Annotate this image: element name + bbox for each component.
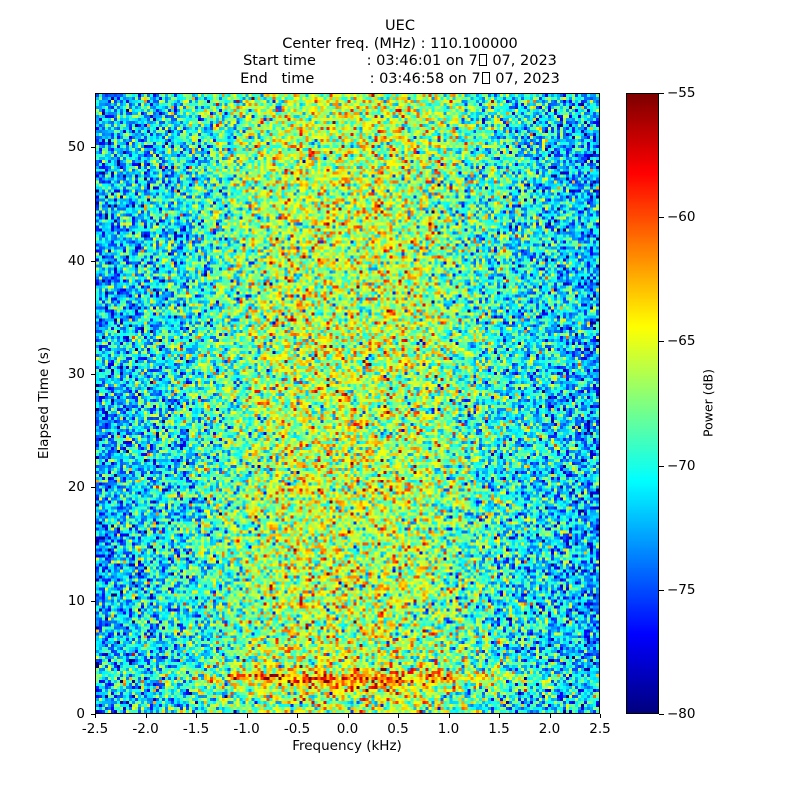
colorbar-tick-mark bbox=[659, 93, 664, 94]
colorbar-tick-mark bbox=[659, 465, 664, 467]
y-tick-mark bbox=[91, 374, 95, 376]
y-tick-mark bbox=[91, 260, 95, 262]
colorbar-tick-mark bbox=[659, 589, 664, 591]
y-axis-title: Elapsed Time (s) bbox=[36, 346, 52, 460]
figure-title-block: UEC Center freq. (MHz) : 110.100000 Star… bbox=[0, 18, 800, 88]
end-time-date-tail: 07, 2023 bbox=[490, 70, 560, 87]
x-tick-label: -0.5 bbox=[283, 721, 311, 737]
x-tick-mark bbox=[196, 714, 197, 718]
y-tick-label: 0 bbox=[76, 706, 85, 722]
x-tick-mark bbox=[549, 714, 551, 718]
colorbar-tick-label: −60 bbox=[667, 209, 696, 226]
colorbar-tick-label: −55 bbox=[667, 85, 696, 101]
x-tick-mark bbox=[499, 714, 500, 718]
missing-glyph-icon bbox=[481, 71, 490, 84]
x-tick-label: 1.5 bbox=[488, 721, 510, 737]
x-tick-mark bbox=[398, 714, 399, 718]
title-center-freq: Center freq. (MHz) : 110.100000 bbox=[282, 35, 518, 52]
y-tick-label: 20 bbox=[67, 479, 85, 496]
y-tick-label: 40 bbox=[67, 252, 85, 269]
x-axis-title: Frequency (kHz) bbox=[292, 738, 402, 754]
y-tick-mark bbox=[91, 487, 95, 489]
x-tick-mark bbox=[347, 714, 349, 718]
x-tick-label: 2.0 bbox=[538, 721, 561, 737]
y-tick-mark bbox=[91, 147, 95, 149]
x-tick-label: 0.5 bbox=[387, 721, 409, 737]
y-tick-label: 10 bbox=[67, 592, 85, 609]
x-tick-label: 0.0 bbox=[336, 721, 359, 737]
x-tick-label: -2.5 bbox=[81, 721, 109, 737]
x-tick-mark bbox=[297, 714, 298, 718]
colorbar-tick-mark bbox=[659, 341, 664, 343]
x-tick-label: -1.5 bbox=[182, 721, 210, 737]
colorbar-tick-mark bbox=[659, 714, 664, 715]
x-tick-mark bbox=[145, 714, 147, 718]
x-tick-mark bbox=[448, 714, 450, 718]
colorbar-title: Power (dB) bbox=[700, 368, 716, 438]
colorbar-tick-label: −70 bbox=[667, 457, 696, 474]
x-tick-mark bbox=[246, 714, 248, 718]
x-tick-mark bbox=[600, 714, 601, 718]
x-tick-label: 2.5 bbox=[589, 721, 611, 737]
spectrogram-axes bbox=[95, 93, 600, 714]
spectrogram-image bbox=[96, 94, 599, 713]
colorbar-gradient bbox=[627, 94, 658, 713]
y-tick-mark bbox=[91, 714, 95, 715]
colorbar bbox=[626, 93, 659, 714]
start-time-date-tail: 07, 2023 bbox=[487, 53, 557, 69]
colorbar-tick-mark bbox=[659, 217, 664, 219]
colorbar-tick-label: −65 bbox=[667, 333, 696, 350]
title-station: UEC bbox=[385, 18, 415, 34]
end-time-value: : 03:46:58 on 7 bbox=[369, 70, 481, 87]
colorbar-tick-label: −80 bbox=[667, 706, 696, 722]
y-tick-label: 30 bbox=[67, 366, 85, 383]
title-end-time: End time : 03:46:58 on 7 07, 2023 bbox=[0, 71, 800, 89]
start-time-label: Start time bbox=[243, 53, 316, 69]
title-start-time: Start time : 03:46:01 on 7 07, 2023 bbox=[0, 53, 800, 71]
colorbar-tick-label: −75 bbox=[667, 581, 696, 598]
x-tick-label: -2.0 bbox=[132, 721, 159, 737]
axis-ticks: 0 10 20 30 40 50 -2.5 -2.0 -1.5 -1.0 -0.5 0.0 0.5 1.0… bbox=[68, 93, 611, 737]
end-time-label: End time bbox=[240, 70, 315, 87]
x-tick-label: 1.0 bbox=[437, 721, 460, 737]
x-tick-mark bbox=[95, 714, 96, 718]
start-time-value: : 03:46:01 on 7 bbox=[366, 53, 478, 69]
y-tick-label: 50 bbox=[67, 139, 85, 156]
colorbar-ticks: −80 −75 −70 −65 −60 −55 bbox=[626, 85, 696, 722]
missing-glyph-icon bbox=[478, 54, 487, 66]
x-tick-label: -1.0 bbox=[233, 721, 260, 737]
y-tick-mark bbox=[91, 600, 95, 602]
